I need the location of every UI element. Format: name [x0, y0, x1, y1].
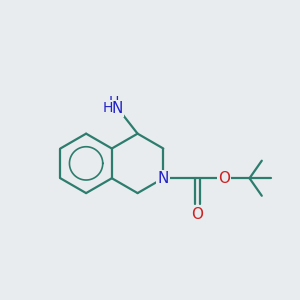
Text: O: O	[191, 207, 203, 222]
Text: N: N	[112, 101, 123, 116]
Text: H: H	[109, 94, 119, 109]
Text: N: N	[158, 171, 169, 186]
Text: O: O	[218, 171, 230, 186]
Text: H: H	[103, 101, 113, 116]
